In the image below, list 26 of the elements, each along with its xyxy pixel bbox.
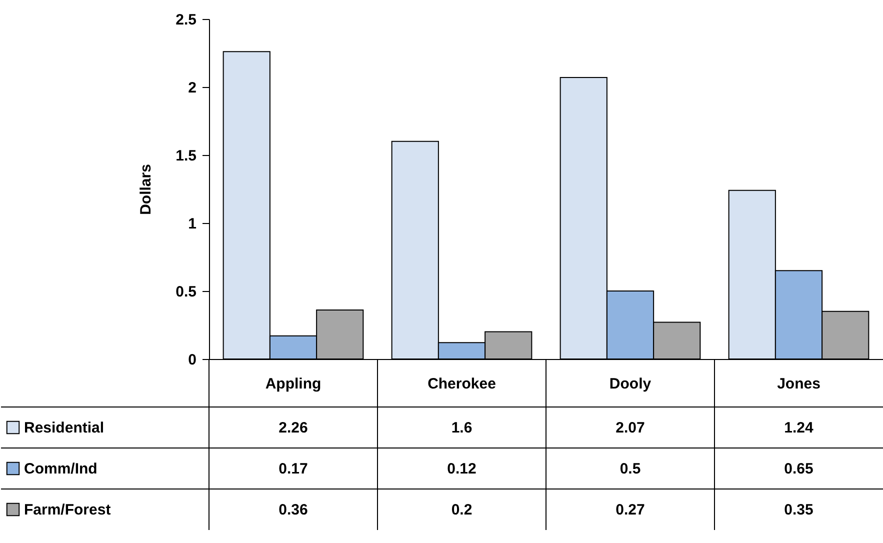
data-label: 0.2 — [451, 502, 472, 518]
data-label: 2.26 — [278, 420, 308, 436]
data-label: 0.12 — [447, 460, 476, 478]
y-tick-label: 2 — [188, 80, 196, 96]
x-tick-label: Cherokee — [428, 376, 496, 392]
y-tick-label: 0 — [188, 352, 196, 368]
data-label: 1.24 — [784, 420, 814, 436]
data-label: 2.07 — [616, 420, 645, 436]
x-tick-label: Appling — [265, 376, 322, 392]
data-label: 0.35 — [784, 502, 814, 518]
y-axis-title: Dollars — [138, 164, 155, 215]
data-label: 0.17 — [278, 460, 308, 478]
legend-label: Comm/Ind — [24, 460, 98, 478]
data-label: 1.6 — [451, 420, 472, 436]
data-label: 0.27 — [616, 502, 645, 518]
y-tick-label: 2.5 — [176, 12, 196, 28]
data-label: 0.5 — [620, 460, 641, 478]
x-tick-label: Jones — [777, 376, 820, 392]
y-tick-label: 1.5 — [176, 148, 196, 164]
y-tick-label: 0.5 — [176, 284, 196, 300]
y-tick-label: 1 — [188, 216, 196, 232]
legend-label: Farm/Forest — [24, 502, 111, 518]
data-label: 0.36 — [278, 502, 308, 518]
x-tick-label: Dooly — [609, 376, 652, 392]
data-label: 0.65 — [784, 460, 814, 478]
legend-label: Residential — [24, 420, 104, 436]
